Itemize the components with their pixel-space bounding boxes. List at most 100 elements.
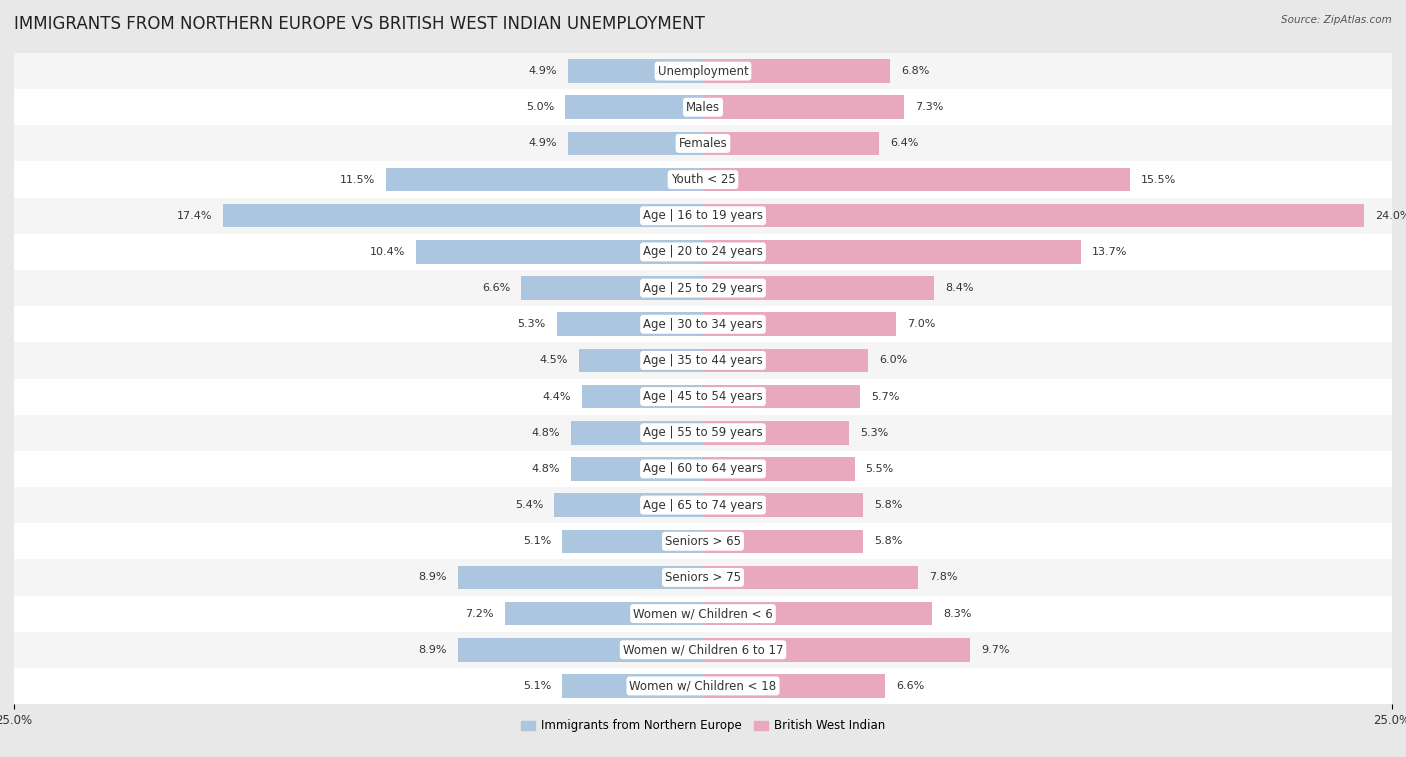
Text: Source: ZipAtlas.com: Source: ZipAtlas.com xyxy=(1281,15,1392,25)
Text: IMMIGRANTS FROM NORTHERN EUROPE VS BRITISH WEST INDIAN UNEMPLOYMENT: IMMIGRANTS FROM NORTHERN EUROPE VS BRITI… xyxy=(14,15,704,33)
Bar xyxy=(703,674,884,698)
Bar xyxy=(14,451,1392,487)
Bar xyxy=(703,602,932,625)
Text: 5.3%: 5.3% xyxy=(860,428,889,438)
Text: 8.9%: 8.9% xyxy=(418,645,447,655)
Text: 5.1%: 5.1% xyxy=(523,536,551,547)
Text: Unemployment: Unemployment xyxy=(658,64,748,77)
Text: 5.8%: 5.8% xyxy=(875,500,903,510)
Text: Age | 25 to 29 years: Age | 25 to 29 years xyxy=(643,282,763,294)
Text: 8.4%: 8.4% xyxy=(945,283,974,293)
Bar xyxy=(703,638,970,662)
Text: 13.7%: 13.7% xyxy=(1091,247,1128,257)
Text: Age | 65 to 74 years: Age | 65 to 74 years xyxy=(643,499,763,512)
Text: Age | 20 to 24 years: Age | 20 to 24 years xyxy=(643,245,763,258)
Text: 5.0%: 5.0% xyxy=(526,102,554,112)
Bar xyxy=(14,161,1392,198)
Text: 6.6%: 6.6% xyxy=(896,681,924,691)
Text: 6.0%: 6.0% xyxy=(879,356,908,366)
Bar xyxy=(458,638,703,662)
Bar xyxy=(703,494,863,517)
Bar xyxy=(14,487,1392,523)
Bar xyxy=(562,674,703,698)
Bar xyxy=(703,385,860,408)
Bar xyxy=(14,378,1392,415)
Text: 4.8%: 4.8% xyxy=(531,464,560,474)
Bar xyxy=(582,385,703,408)
Text: 7.0%: 7.0% xyxy=(907,319,935,329)
Text: 5.8%: 5.8% xyxy=(875,536,903,547)
Text: 6.8%: 6.8% xyxy=(901,66,929,76)
Bar xyxy=(703,457,855,481)
Text: Females: Females xyxy=(679,137,727,150)
Bar xyxy=(554,494,703,517)
Text: 17.4%: 17.4% xyxy=(177,210,212,221)
Bar xyxy=(579,349,703,372)
Bar xyxy=(571,457,703,481)
Bar xyxy=(224,204,703,228)
Bar xyxy=(571,421,703,444)
Text: 4.9%: 4.9% xyxy=(529,66,557,76)
Text: 5.1%: 5.1% xyxy=(523,681,551,691)
Text: 4.8%: 4.8% xyxy=(531,428,560,438)
Bar xyxy=(14,53,1392,89)
Bar xyxy=(14,415,1392,451)
Bar xyxy=(458,565,703,589)
Bar xyxy=(562,529,703,553)
Bar xyxy=(14,342,1392,378)
Text: 11.5%: 11.5% xyxy=(340,175,375,185)
Bar xyxy=(14,198,1392,234)
Text: 5.4%: 5.4% xyxy=(515,500,543,510)
Bar xyxy=(557,313,703,336)
Bar xyxy=(416,240,703,263)
Text: Age | 35 to 44 years: Age | 35 to 44 years xyxy=(643,354,763,367)
Text: 4.5%: 4.5% xyxy=(540,356,568,366)
Text: Age | 16 to 19 years: Age | 16 to 19 years xyxy=(643,209,763,223)
Bar xyxy=(703,95,904,119)
Bar xyxy=(14,596,1392,631)
Text: 8.3%: 8.3% xyxy=(943,609,972,618)
Bar xyxy=(703,132,879,155)
Text: Seniors > 65: Seniors > 65 xyxy=(665,534,741,548)
Bar xyxy=(703,421,849,444)
Legend: Immigrants from Northern Europe, British West Indian: Immigrants from Northern Europe, British… xyxy=(516,715,890,737)
Bar xyxy=(522,276,703,300)
Text: Age | 60 to 64 years: Age | 60 to 64 years xyxy=(643,463,763,475)
Text: Women w/ Children < 6: Women w/ Children < 6 xyxy=(633,607,773,620)
Text: 7.3%: 7.3% xyxy=(915,102,943,112)
Bar xyxy=(14,631,1392,668)
Bar xyxy=(703,565,918,589)
Bar xyxy=(703,529,863,553)
Bar xyxy=(14,234,1392,270)
Bar xyxy=(703,204,1364,228)
Text: Age | 30 to 34 years: Age | 30 to 34 years xyxy=(643,318,763,331)
Bar xyxy=(703,349,869,372)
Bar xyxy=(387,168,703,192)
Text: 6.4%: 6.4% xyxy=(890,139,918,148)
Bar xyxy=(703,168,1130,192)
Text: Age | 45 to 54 years: Age | 45 to 54 years xyxy=(643,390,763,403)
Bar xyxy=(14,306,1392,342)
Bar xyxy=(505,602,703,625)
Bar xyxy=(568,59,703,83)
Bar xyxy=(14,523,1392,559)
Text: Males: Males xyxy=(686,101,720,114)
Bar xyxy=(14,668,1392,704)
Bar xyxy=(703,313,896,336)
Text: 7.2%: 7.2% xyxy=(465,609,494,618)
Text: Youth < 25: Youth < 25 xyxy=(671,173,735,186)
Bar xyxy=(14,89,1392,126)
Text: 5.5%: 5.5% xyxy=(866,464,894,474)
Text: 4.9%: 4.9% xyxy=(529,139,557,148)
Text: Seniors > 75: Seniors > 75 xyxy=(665,571,741,584)
Text: 10.4%: 10.4% xyxy=(370,247,405,257)
Text: Women w/ Children < 18: Women w/ Children < 18 xyxy=(630,680,776,693)
Text: 5.7%: 5.7% xyxy=(872,391,900,401)
Text: 15.5%: 15.5% xyxy=(1142,175,1177,185)
Text: Women w/ Children 6 to 17: Women w/ Children 6 to 17 xyxy=(623,643,783,656)
Text: 8.9%: 8.9% xyxy=(418,572,447,582)
Bar xyxy=(703,59,890,83)
Bar xyxy=(14,126,1392,161)
Text: 24.0%: 24.0% xyxy=(1375,210,1406,221)
Bar xyxy=(14,559,1392,596)
